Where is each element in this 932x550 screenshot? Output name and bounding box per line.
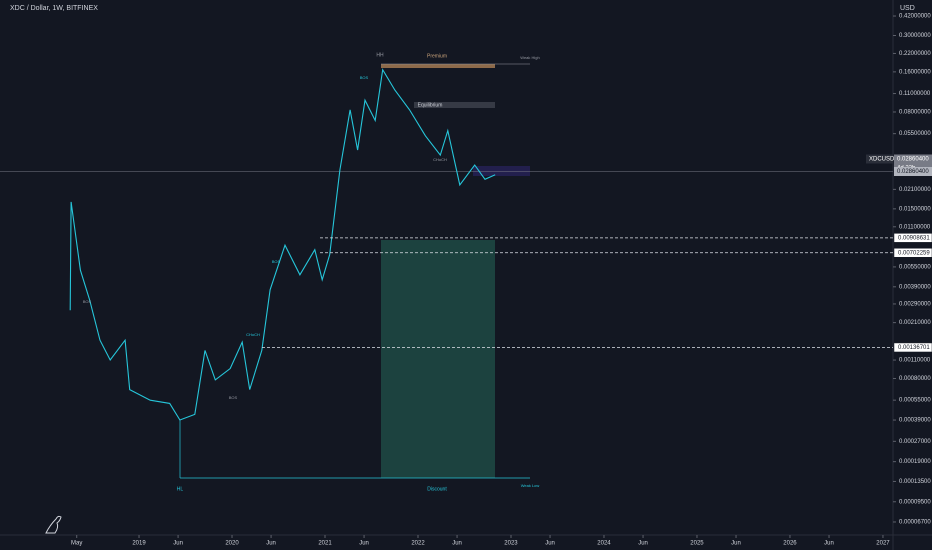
last-price-tag-box — [894, 154, 932, 164]
price-level-label: 0.00908631 — [898, 235, 930, 241]
annotation: HH — [376, 52, 384, 58]
currency-label: USD — [900, 5, 915, 12]
y-tick-label: 0.00550000 — [899, 264, 931, 270]
price-level-box — [893, 248, 932, 258]
y-tick-label: 0.00055000 — [899, 398, 931, 404]
last-price-tag: 0.02860400 — [897, 157, 929, 163]
x-tick-label: Jun — [173, 541, 183, 547]
last-price-axis-tag-box — [894, 166, 932, 176]
symbol-tag: XDCUSD — [869, 157, 895, 163]
discount-zone — [381, 240, 495, 478]
annotation: BOS — [360, 75, 369, 80]
price-level-box — [893, 233, 932, 243]
x-tick-label: 2023 — [504, 541, 518, 547]
annotation: BOS — [229, 395, 238, 400]
x-tick-label: Jun — [359, 541, 369, 547]
x-tick-label: Jun — [545, 541, 555, 547]
y-tick-label: 0.00019000 — [899, 459, 931, 465]
last-price-axis-tag: 0.02860400 — [897, 169, 929, 175]
x-tick-label: 2019 — [132, 541, 146, 547]
price-level-box — [893, 342, 932, 353]
price-level-label: 0.00136701 — [898, 345, 930, 351]
equilibrium-zone — [414, 102, 495, 108]
y-tick-label: 0.00210000 — [899, 320, 931, 326]
x-tick-label: 2026 — [783, 541, 797, 547]
premium-zone — [381, 64, 495, 68]
y-tick-label: 0.16000000 — [899, 69, 931, 75]
annotation: HL — [177, 486, 184, 492]
x-tick-label: 2024 — [597, 541, 611, 547]
y-tick-label: 0.00080000 — [899, 376, 931, 382]
y-tick-label: 0.01500000 — [899, 206, 931, 212]
x-tick-label: Jun — [452, 541, 462, 547]
y-tick-label: 0.00027000 — [899, 439, 931, 445]
x-tick-label: 2027 — [876, 541, 890, 547]
y-tick-label: 0.00006700 — [899, 520, 931, 526]
y-tick-label: 0.00110000 — [899, 358, 931, 364]
annotation: Premium — [427, 53, 447, 59]
logo — [45, 515, 62, 534]
annotation: CHoCH — [246, 332, 260, 337]
y-tick-label: 0.08000000 — [899, 110, 931, 116]
symbol-tag-box — [866, 154, 893, 164]
annotation: Weak High — [520, 55, 540, 60]
y-tick-label: 0.22000000 — [899, 51, 931, 57]
y-tick-label: 0.01100000 — [899, 224, 931, 230]
annotation: BOS — [83, 299, 92, 304]
annotation: Weak Low — [521, 483, 540, 488]
annotation: BOS — [272, 259, 281, 264]
annotation: Equilibrium — [418, 102, 443, 108]
y-tick-label: 0.00390000 — [899, 284, 931, 290]
chart-title: XDC / Dollar, 1W, BITFINEX — [10, 5, 98, 12]
y-tick-label: 0.00009500 — [899, 499, 931, 505]
annotation: CHoCH — [433, 157, 447, 162]
order-block — [473, 166, 530, 176]
x-tick-label: 2020 — [225, 541, 239, 547]
x-tick-label: 2022 — [411, 541, 425, 547]
y-tick-label: 0.00013500 — [899, 479, 931, 485]
y-tick-label: 0.00290000 — [899, 302, 931, 308]
y-tick-label: 0.00039000 — [899, 418, 931, 424]
annotation: Discount — [427, 486, 447, 492]
x-tick-label: 2021 — [318, 541, 332, 547]
x-tick-label: Jun — [638, 541, 648, 547]
x-tick-label: Jun — [266, 541, 276, 547]
x-tick-label: May — [71, 541, 82, 547]
y-tick-label: 0.11000000 — [899, 91, 931, 97]
x-tick-label: Jun — [731, 541, 741, 547]
price-line — [69, 68, 496, 421]
y-tick-label: 0.02100000 — [899, 187, 931, 193]
y-tick-label: 0.05500000 — [899, 131, 931, 137]
y-tick-label: 0.30000000 — [899, 33, 931, 39]
x-tick-label: Jun — [824, 541, 834, 547]
y-tick-label: 0.42000000 — [899, 14, 931, 20]
price-level-label: 0.00702259 — [898, 250, 930, 256]
x-tick-label: 2025 — [690, 541, 704, 547]
